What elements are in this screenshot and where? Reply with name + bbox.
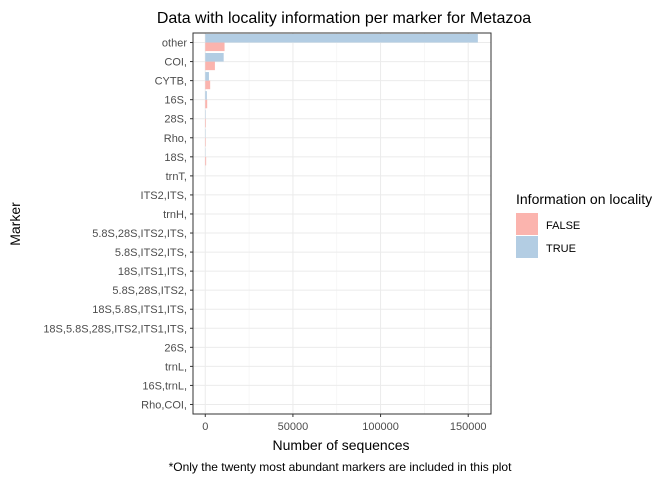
bar-true	[205, 33, 478, 43]
y-tick-label: Rho,COI,	[141, 399, 187, 411]
x-tick-labels: 0 50000 100000 150000	[202, 414, 487, 433]
y-tick-label: other	[162, 38, 187, 50]
panel-background	[193, 33, 491, 414]
y-tick-label: COI,	[164, 57, 187, 69]
bar-false	[205, 156, 207, 166]
legend: Information on locality FALSE TRUE	[516, 191, 652, 258]
y-tick-label: ITS2,ITS,	[141, 190, 187, 202]
y-tick-label: 5.8S,28S,ITS2,ITS,	[92, 228, 187, 240]
x-axis-label: Number of sequences	[273, 437, 410, 453]
bar-false	[205, 137, 206, 147]
legend-label-false: FALSE	[546, 220, 580, 232]
legend-label-true: TRUE	[546, 243, 576, 255]
bar-true	[205, 91, 207, 100]
x-tick-label: 150000	[450, 421, 487, 433]
y-tick-label: 26S,	[164, 342, 187, 354]
y-tick-label: 16S,	[164, 95, 187, 107]
y-tick-label: 16S,trnL,	[142, 380, 187, 392]
y-tick-label: trnL,	[165, 361, 187, 373]
bar-false	[205, 99, 208, 109]
legend-key-false	[516, 213, 538, 235]
x-tick-label: 100000	[362, 421, 399, 433]
y-tick-label: trnT,	[166, 171, 187, 183]
y-tick-label: 18S,5.8S,ITS1,ITS,	[92, 304, 187, 316]
y-tick-labels: other COI, CYTB, 16S, 28S, Rho, 18S, trnT, ITS2,…	[43, 38, 193, 411]
plot-panel	[193, 33, 491, 414]
legend-title: Information on locality	[516, 191, 652, 207]
y-tick-label: trnH,	[163, 209, 187, 221]
y-tick-label: CYTB,	[155, 76, 187, 88]
caption: *Only the twenty most abundant markers a…	[169, 460, 513, 474]
x-tick-label: 0	[202, 421, 208, 433]
panel-border	[192, 32, 492, 415]
bar-true	[205, 53, 224, 62]
x-tick-label: 50000	[278, 421, 309, 433]
bar-false	[205, 42, 225, 52]
bar-false	[205, 61, 215, 71]
legend-key-true	[516, 236, 538, 258]
chart-title: Data with locality information per marke…	[157, 10, 531, 27]
bar-true	[205, 72, 209, 81]
y-tick-label: 5.8S,ITS2,ITS,	[115, 247, 187, 259]
bar-false	[205, 80, 211, 90]
y-tick-label: 18S,5.8S,28S,ITS2,ITS1,ITS,	[43, 323, 187, 335]
bar-false	[205, 118, 206, 128]
y-tick-label: 18S,ITS1,ITS,	[118, 266, 187, 278]
bar-marks	[205, 33, 478, 166]
y-tick-label: 18S,	[164, 152, 187, 164]
y-axis-label: Marker	[7, 202, 23, 246]
y-tick-label: 5.8S,28S,ITS2,	[112, 285, 187, 297]
y-tick-label: 28S,	[164, 114, 187, 126]
y-tick-label: Rho,	[164, 133, 187, 145]
